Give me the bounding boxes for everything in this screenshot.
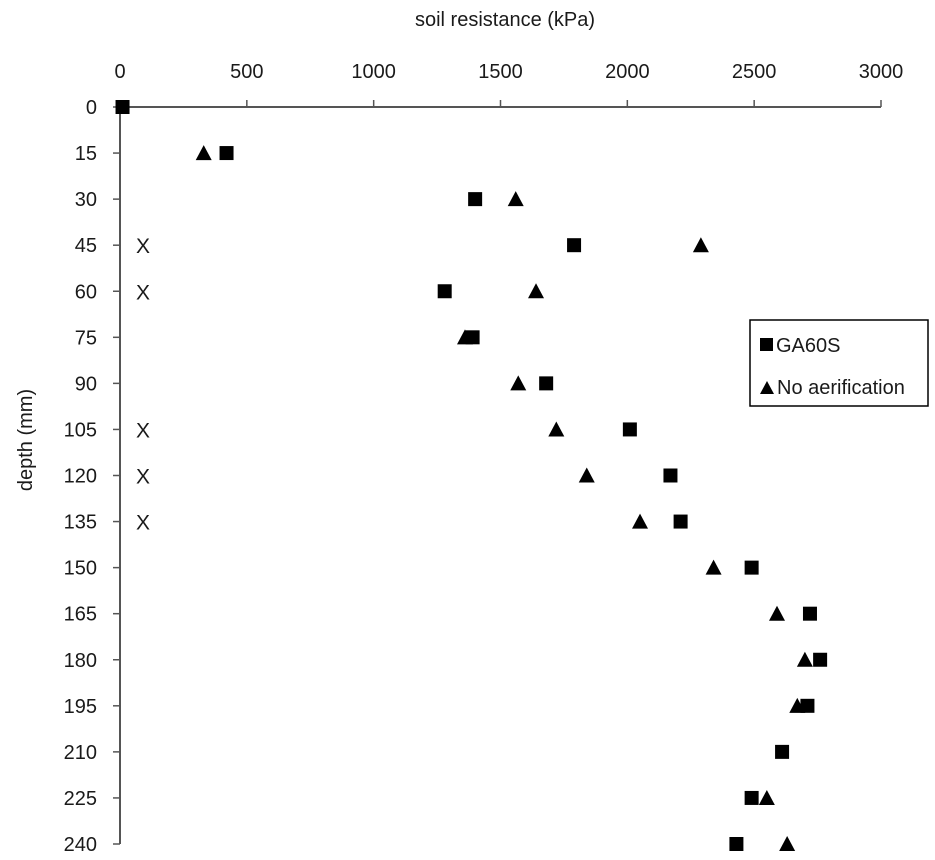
x-axis-title: soil resistance (kPa) [415, 9, 595, 31]
legend: GA60S No aerification [749, 319, 929, 407]
data-marks [115, 100, 828, 851]
point-ga60s [673, 514, 688, 529]
x-tick-label: 2500 [732, 61, 777, 83]
axes: 0 500 1000 1500 2000 2500 3000 0 15 30 45 60 75 90 105… [64, 61, 904, 856]
y-tick-label: 30 [75, 189, 97, 211]
y-tick-label: 0 [86, 97, 97, 119]
x-tick-label: 3000 [859, 61, 904, 83]
point-no-aerification [548, 421, 565, 437]
y-tick-label: 15 [75, 143, 97, 165]
y-tick-label: 75 [75, 327, 97, 349]
point-no-aerification [510, 375, 527, 391]
y-tick-label: 135 [64, 512, 97, 534]
y-tick-label: 60 [75, 281, 97, 303]
x-tick-label: 1500 [478, 61, 523, 83]
point-ga60s [813, 652, 828, 667]
y-tick-label: 225 [64, 788, 97, 810]
point-no-aerification [692, 237, 709, 253]
point-no-aerification [632, 513, 649, 529]
point-no-aerification [578, 467, 595, 483]
y-tick-label: 240 [64, 834, 97, 856]
point-ga60s [729, 837, 744, 851]
point-ga60s [663, 468, 678, 483]
point-no-aerification [758, 789, 775, 805]
point-ga60s [800, 698, 815, 713]
legend-marker-ga60s [760, 338, 773, 351]
point-ga60s [775, 744, 790, 759]
point-no-aerification [507, 191, 524, 207]
y-tick-label: 195 [64, 696, 97, 718]
y-tick-label: 210 [64, 742, 97, 764]
point-ga60s [622, 422, 637, 437]
x-tick-label: 0 [114, 61, 125, 83]
point-no-aerification [779, 836, 796, 851]
legend-label-ga60s: GA60S [776, 335, 840, 357]
point-ga60s [539, 376, 554, 391]
point-ga60s [744, 790, 759, 805]
x-tick-label: 2000 [605, 61, 650, 83]
legend-label-no-aerification: No aerification [777, 377, 905, 399]
point-ga60s [437, 284, 452, 299]
point-no-aerification [768, 605, 785, 621]
legend-box [749, 319, 929, 407]
point-ga60s [802, 606, 817, 621]
significance-x-mark: X [136, 419, 150, 442]
x-tick-label: 1000 [351, 61, 396, 83]
point-ga60s [468, 192, 483, 207]
x-tick-label: 500 [230, 61, 263, 83]
point-ga60s [219, 146, 234, 161]
significance-x-mark: X [136, 235, 150, 258]
point-no-aerification [456, 329, 473, 345]
significance-x-mark: X [136, 466, 150, 489]
point-no-aerification [789, 697, 806, 713]
point-no-aerification [195, 145, 212, 161]
point-ga60s [115, 100, 130, 114]
y-tick-label: 120 [64, 466, 97, 488]
y-tick-label: 105 [64, 419, 97, 441]
point-ga60s [567, 238, 582, 253]
point-no-aerification [796, 651, 813, 667]
y-tick-label: 150 [64, 558, 97, 580]
y-axis-title: depth (mm) [15, 389, 37, 491]
y-tick-label: 45 [75, 235, 97, 257]
y-tick-label: 90 [75, 373, 97, 395]
significance-x-mark: X [136, 512, 150, 535]
y-tick-label: 165 [64, 604, 97, 626]
point-no-aerification [705, 559, 722, 575]
point-ga60s [744, 560, 759, 575]
y-tick-label: 180 [64, 650, 97, 672]
point-no-aerification [528, 283, 545, 299]
legend-marker-no-aerification [760, 381, 774, 394]
significance-x-mark: X [136, 281, 150, 304]
